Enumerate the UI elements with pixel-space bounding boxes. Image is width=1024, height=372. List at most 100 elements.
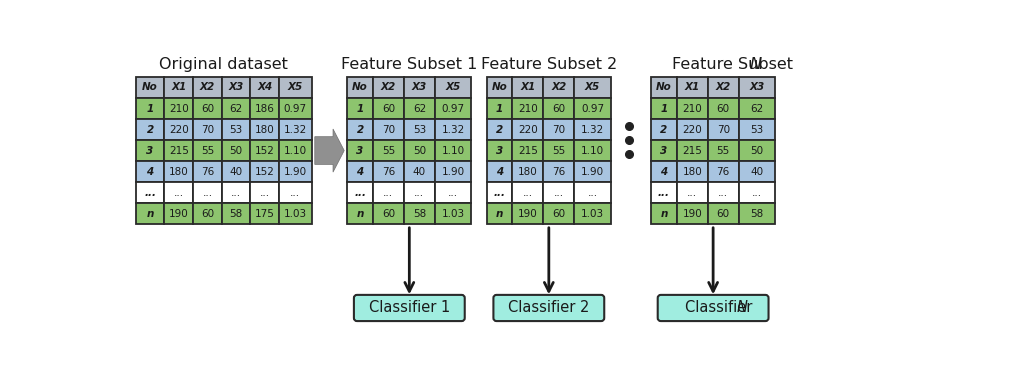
Text: 175: 175 (255, 209, 274, 219)
Bar (651, 161, 677, 182)
Bar (512, 161, 544, 182)
Text: 3: 3 (660, 145, 668, 155)
Text: 0.97: 0.97 (284, 103, 307, 113)
Bar (373, 203, 403, 224)
Bar (486, 119, 512, 140)
Text: 50: 50 (751, 145, 764, 155)
Bar (738, 140, 775, 161)
Text: 4: 4 (660, 167, 668, 177)
Bar (435, 119, 471, 140)
Bar (574, 161, 611, 182)
Text: X5: X5 (585, 83, 600, 93)
Text: ...: ... (554, 187, 564, 198)
Text: 60: 60 (382, 209, 395, 219)
Text: 70: 70 (201, 125, 214, 135)
Text: X3: X3 (228, 83, 244, 93)
Text: 1.10: 1.10 (284, 145, 307, 155)
Text: 53: 53 (751, 125, 764, 135)
Text: 190: 190 (169, 209, 188, 219)
Bar (574, 119, 611, 140)
Text: 180: 180 (255, 125, 274, 135)
Text: 4: 4 (146, 167, 154, 177)
Bar (165, 182, 194, 203)
Text: n: n (146, 209, 154, 219)
Text: X3: X3 (750, 83, 765, 93)
Text: 70: 70 (382, 125, 395, 135)
Text: 152: 152 (255, 145, 274, 155)
Text: 60: 60 (552, 103, 565, 113)
Bar (677, 203, 708, 224)
Text: X5: X5 (288, 83, 303, 93)
Bar (544, 161, 574, 182)
Bar (347, 203, 373, 224)
Bar (651, 203, 677, 224)
Text: X5: X5 (445, 83, 461, 93)
Text: ...: ... (657, 187, 670, 198)
Polygon shape (314, 129, 344, 172)
FancyBboxPatch shape (657, 295, 769, 321)
Text: Feature Subset: Feature Subset (672, 57, 798, 71)
Bar (136, 77, 165, 98)
Bar (222, 140, 251, 161)
Text: Original dataset: Original dataset (160, 57, 288, 71)
Text: 215: 215 (682, 145, 702, 155)
Text: 1.32: 1.32 (284, 125, 307, 135)
Text: X2: X2 (716, 83, 731, 93)
Text: N: N (750, 57, 761, 71)
Text: 60: 60 (717, 103, 730, 113)
Bar (708, 182, 738, 203)
Text: 70: 70 (717, 125, 730, 135)
Bar (403, 161, 435, 182)
Text: 55: 55 (552, 145, 565, 155)
Bar (136, 182, 165, 203)
Text: 62: 62 (229, 103, 243, 113)
Text: 1.10: 1.10 (581, 145, 604, 155)
Bar (280, 98, 311, 119)
Text: 180: 180 (169, 167, 188, 177)
Bar (435, 182, 471, 203)
Bar (677, 161, 708, 182)
Bar (403, 203, 435, 224)
Text: Classifier 1: Classifier 1 (369, 301, 450, 315)
Bar (251, 161, 280, 182)
Text: 58: 58 (751, 209, 764, 219)
Bar (651, 77, 677, 98)
Text: 1: 1 (660, 103, 668, 113)
Bar (251, 182, 280, 203)
Bar (544, 119, 574, 140)
Text: 215: 215 (518, 145, 538, 155)
Text: 1.32: 1.32 (441, 125, 465, 135)
Bar (677, 182, 708, 203)
Bar (403, 140, 435, 161)
Bar (574, 203, 611, 224)
Bar (347, 161, 373, 182)
Bar (708, 161, 738, 182)
Bar (136, 119, 165, 140)
Bar (136, 140, 165, 161)
Bar (544, 77, 574, 98)
Text: 180: 180 (518, 167, 538, 177)
Text: 60: 60 (717, 209, 730, 219)
Text: 58: 58 (229, 209, 243, 219)
Bar (738, 98, 775, 119)
Text: 1: 1 (146, 103, 154, 113)
Text: n: n (356, 209, 364, 219)
Text: 1.10: 1.10 (441, 145, 465, 155)
Bar (512, 98, 544, 119)
Bar (435, 98, 471, 119)
Bar (486, 203, 512, 224)
Text: n: n (496, 209, 504, 219)
Text: 2: 2 (496, 125, 503, 135)
Bar (403, 98, 435, 119)
Text: 4: 4 (356, 167, 364, 177)
Bar (738, 77, 775, 98)
Bar (544, 140, 574, 161)
Text: 3: 3 (356, 145, 364, 155)
Text: 1.90: 1.90 (284, 167, 307, 177)
Text: 210: 210 (169, 103, 188, 113)
Bar (373, 77, 403, 98)
Text: ...: ... (718, 187, 728, 198)
Bar (677, 140, 708, 161)
Bar (136, 98, 165, 119)
Text: X1: X1 (520, 83, 536, 93)
